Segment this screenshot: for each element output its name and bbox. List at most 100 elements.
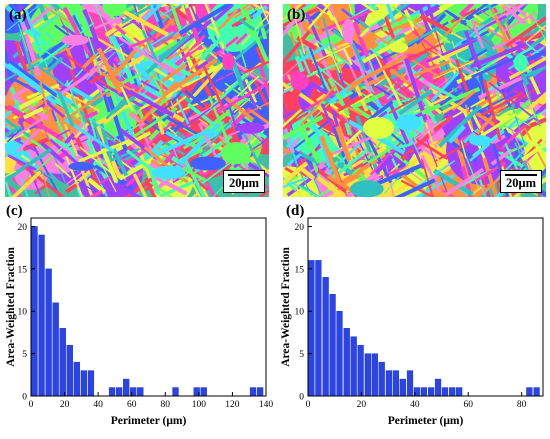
- lath: [454, 23, 486, 48]
- lath: [398, 88, 434, 116]
- grain-blob: [469, 135, 492, 147]
- grain-blob: [61, 34, 89, 46]
- lath: [285, 138, 296, 148]
- lath: [428, 44, 469, 67]
- lath: [491, 134, 506, 146]
- lath: [393, 32, 406, 43]
- lath: [233, 80, 269, 114]
- lath: [128, 35, 157, 49]
- panel-label-c: (c): [6, 203, 23, 219]
- lath: [403, 9, 416, 31]
- lath: [322, 4, 335, 22]
- lath: [24, 28, 51, 48]
- lath: [82, 54, 97, 69]
- lath: [88, 189, 103, 197]
- lath: [239, 126, 263, 170]
- histogram-bar: [257, 387, 264, 397]
- lath: [121, 160, 136, 197]
- histogram-bar: [385, 370, 393, 397]
- lath: [307, 4, 332, 30]
- lath: [463, 152, 480, 189]
- panel-label-a: (a): [9, 7, 27, 23]
- lath: [283, 4, 319, 24]
- lath: [508, 56, 546, 80]
- y-tick-label: 0: [299, 393, 304, 403]
- histogram-bar: [456, 387, 463, 397]
- histogram-bar: [427, 387, 435, 397]
- lath: [490, 148, 513, 166]
- lath: [100, 147, 119, 183]
- lath: [91, 118, 123, 144]
- lath: [148, 139, 169, 158]
- histogram-bar: [123, 378, 130, 397]
- histogram-c: 0 20 40 60 80 100 120 140 0 5 10 15 20 Perimeter (μm)…: [0, 200, 275, 434]
- lath: [436, 52, 471, 80]
- lath: [460, 4, 499, 25]
- x-tick-label: 80: [161, 400, 171, 410]
- lath: [316, 175, 348, 197]
- lath: [331, 44, 343, 74]
- lath: [520, 73, 530, 86]
- lath: [506, 4, 528, 26]
- lath: [502, 11, 537, 33]
- lath: [438, 4, 451, 11]
- lath: [152, 66, 175, 82]
- lath: [376, 4, 410, 27]
- lath: [113, 82, 154, 125]
- ebsd-map-b-image: [283, 4, 546, 197]
- x-tick-label: 140: [259, 400, 274, 410]
- x-tick-label: 80: [517, 400, 527, 410]
- grain-blob: [389, 42, 409, 53]
- lath: [299, 128, 321, 164]
- lath: [433, 60, 474, 80]
- lath: [306, 122, 332, 142]
- lath: [130, 110, 142, 121]
- histogram-bar: [364, 353, 371, 397]
- lath: [426, 4, 436, 25]
- lath: [64, 53, 112, 90]
- lath: [351, 91, 386, 110]
- lath: [394, 181, 410, 194]
- lath: [344, 122, 352, 136]
- lath: [509, 109, 546, 129]
- histogram-bar: [329, 294, 336, 397]
- lath: [503, 128, 514, 146]
- lath: [198, 118, 209, 126]
- x-tick-label: 40: [410, 400, 420, 410]
- grain-blob: [350, 180, 384, 197]
- lath: [57, 90, 75, 128]
- lath: [7, 62, 58, 106]
- lath: [40, 141, 66, 164]
- lath: [283, 118, 299, 167]
- lath: [327, 77, 351, 117]
- lath: [479, 56, 501, 72]
- lath: [327, 45, 341, 74]
- lath: [72, 14, 94, 54]
- lath: [234, 126, 243, 141]
- lath: [252, 4, 269, 20]
- lath: [199, 26, 233, 61]
- lath: [283, 161, 309, 187]
- grain-blob: [68, 162, 95, 171]
- ebsd-map-a: (a) 20μm: [5, 4, 269, 197]
- histogram-bar: [108, 387, 116, 397]
- lath: [403, 57, 428, 122]
- x-axis-label: Perimeter (μm): [388, 415, 464, 427]
- lath: [125, 171, 144, 188]
- grain-blob: [237, 122, 265, 134]
- histogram-bar: [371, 353, 378, 397]
- lath: [119, 8, 169, 37]
- x-tick-label: 120: [225, 400, 240, 410]
- lath: [186, 102, 215, 126]
- lath: [314, 161, 334, 176]
- lath: [362, 135, 369, 148]
- lath: [244, 101, 269, 116]
- lath: [5, 4, 10, 9]
- x-tick-label: 0: [29, 400, 34, 410]
- lath: [367, 57, 378, 81]
- lath: [54, 163, 72, 178]
- lath: [383, 16, 395, 39]
- lath: [259, 4, 269, 26]
- lath: [184, 89, 206, 109]
- lath: [506, 4, 541, 25]
